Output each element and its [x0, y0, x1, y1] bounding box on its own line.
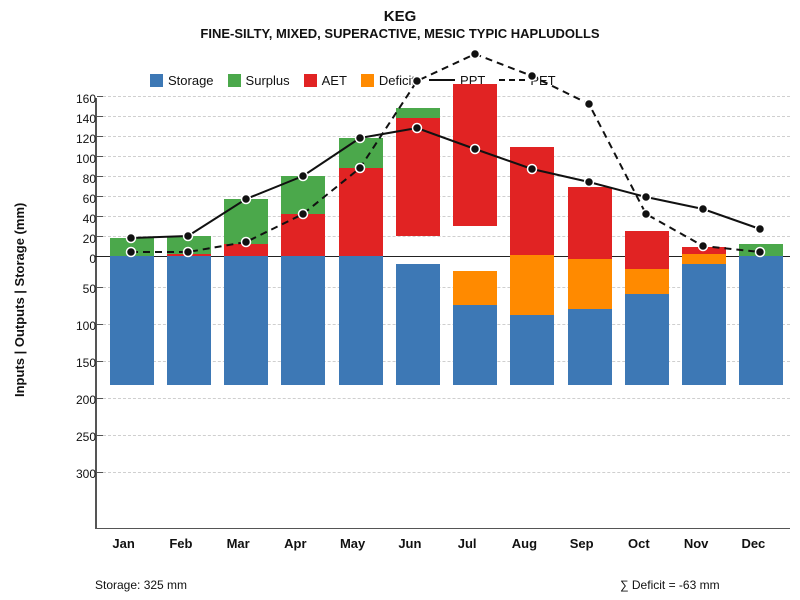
ytick-upper-80: 80: [60, 172, 96, 186]
pet-dot-sep[interactable]: [585, 100, 594, 109]
ytick-upper-120: 120: [60, 132, 96, 146]
legend-item-storage: Storage: [150, 73, 214, 88]
month-label-sep[interactable]: Sep: [553, 536, 610, 551]
ppt-dot-dec[interactable]: [756, 225, 765, 234]
legend-item-surplus: Surplus: [228, 73, 290, 88]
ppt-dot-sep[interactable]: [585, 178, 594, 187]
legend: Storage Surplus AET Deficit PPT PET: [150, 70, 750, 90]
storage-swatch-icon: [150, 74, 163, 87]
pet-dot-jun[interactable]: [413, 77, 422, 86]
ytick-upper-160: 160: [60, 92, 96, 106]
deficit-swatch-icon: [361, 74, 374, 87]
ppt-dot-nov[interactable]: [699, 205, 708, 214]
ytick-upper-20: 20: [60, 232, 96, 246]
ytick-upper-0: 0: [60, 252, 96, 266]
month-label-nov[interactable]: Nov: [668, 536, 725, 551]
ytick-upper-100: 100: [60, 152, 96, 166]
deficit-footer-label: ∑ Deficit = -63 mm: [620, 578, 720, 592]
ytick-lower-250: 250: [60, 430, 96, 444]
ytick-upper-60: 60: [60, 192, 96, 206]
month-label-may[interactable]: May: [324, 536, 381, 551]
ppt-dot-jun[interactable]: [413, 124, 422, 133]
ppt-dot-oct[interactable]: [642, 193, 651, 202]
chart-subtitle: FINE-SILTY, MIXED, SUPERACTIVE, MESIC TY…: [0, 26, 800, 41]
pet-dot-feb[interactable]: [184, 248, 193, 257]
ytick-upper-140: 140: [60, 112, 96, 126]
pet-dot-may[interactable]: [356, 164, 365, 173]
pet-dot-jul[interactable]: [471, 50, 480, 59]
ppt-line-path: [131, 128, 760, 238]
pet-dot-aug[interactable]: [528, 72, 537, 81]
legend-item-deficit: Deficit: [361, 73, 415, 88]
month-label-apr[interactable]: Apr: [267, 536, 324, 551]
ytick-lower-200: 200: [60, 393, 96, 407]
ppt-pet-lines: [103, 98, 790, 528]
ppt-dot-aug[interactable]: [528, 165, 537, 174]
month-label-jun[interactable]: Jun: [381, 536, 438, 551]
chart-title: KEG: [0, 8, 800, 25]
month-label-oct[interactable]: Oct: [610, 536, 667, 551]
ppt-dot-may[interactable]: [356, 134, 365, 143]
ytick-lower-300: 300: [60, 467, 96, 481]
storage-footer-label: Storage: 325 mm: [95, 578, 187, 592]
x-axis-spine: [95, 528, 790, 529]
pet-dot-dec[interactable]: [756, 248, 765, 257]
y-axis-title: Inputs | Outputs | Storage (mm): [12, 130, 32, 470]
pet-dot-nov[interactable]: [699, 242, 708, 251]
ppt-dot-feb[interactable]: [184, 232, 193, 241]
month-label-feb[interactable]: Feb: [152, 536, 209, 551]
pet-dot-mar[interactable]: [242, 238, 251, 247]
pet-dot-apr[interactable]: [299, 210, 308, 219]
month-label-mar[interactable]: Mar: [210, 536, 267, 551]
pet-dot-jan[interactable]: [127, 248, 136, 257]
pet-dot-oct[interactable]: [642, 210, 651, 219]
chart-root: KEG FINE-SILTY, MIXED, SUPERACTIVE, MESI…: [0, 0, 800, 600]
ppt-dot-apr[interactable]: [299, 172, 308, 181]
ytick-lower-100: 100: [60, 319, 96, 333]
month-label-aug[interactable]: Aug: [496, 536, 553, 551]
ppt-dot-jul[interactable]: [471, 145, 480, 154]
surplus-swatch-icon: [228, 74, 241, 87]
ytick-lower-50: 50: [60, 282, 96, 296]
ppt-dot-mar[interactable]: [242, 195, 251, 204]
aet-swatch-icon: [304, 74, 317, 87]
month-label-jan[interactable]: Jan: [95, 536, 152, 551]
ppt-dot-jan[interactable]: [127, 234, 136, 243]
month-label-dec[interactable]: Dec: [725, 536, 782, 551]
month-label-jul[interactable]: Jul: [439, 536, 496, 551]
pet-dash-icon: [499, 79, 525, 81]
ppt-line-icon: [429, 79, 455, 81]
legend-item-aet: AET: [304, 73, 347, 88]
ytick-lower-150: 150: [60, 356, 96, 370]
ytick-upper-40: 40: [60, 212, 96, 226]
